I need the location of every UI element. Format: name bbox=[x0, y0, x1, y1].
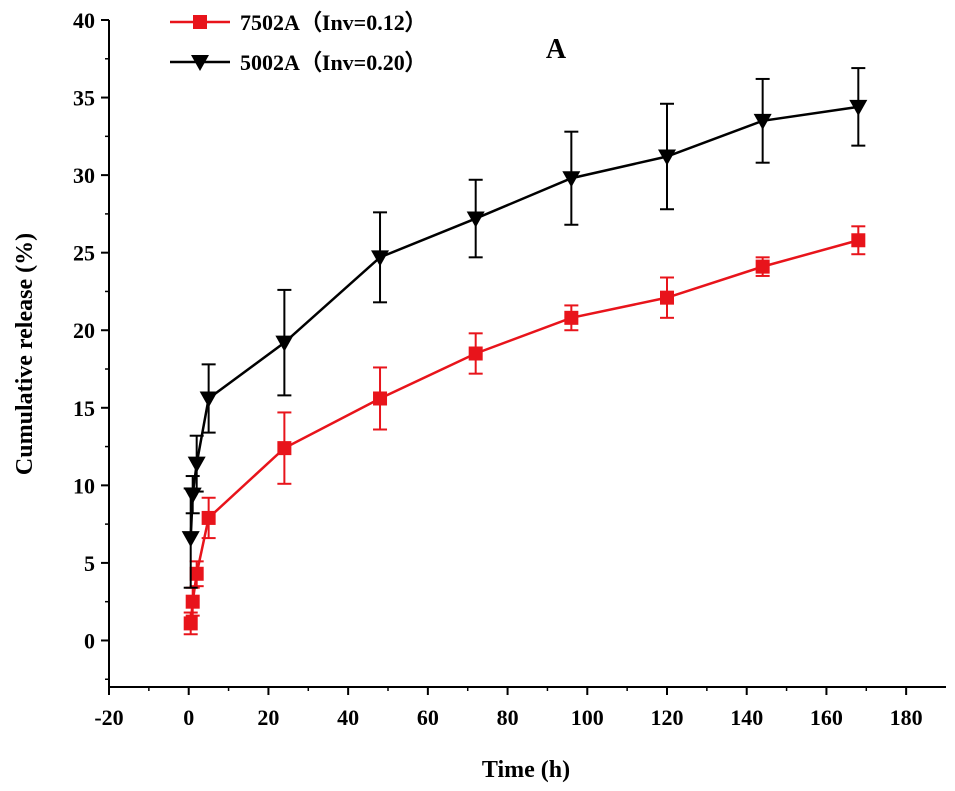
data-point bbox=[371, 250, 390, 267]
y-tick-label: 10 bbox=[73, 473, 95, 498]
x-tick-label: 0 bbox=[183, 705, 194, 730]
data-point bbox=[466, 211, 485, 228]
panel-label: A bbox=[546, 34, 567, 65]
series-2 bbox=[181, 67, 868, 589]
data-point bbox=[183, 616, 198, 631]
y-tick-label: 35 bbox=[73, 86, 95, 111]
data-point bbox=[275, 335, 294, 352]
x-tick-label: 160 bbox=[810, 705, 843, 730]
data-point bbox=[564, 310, 579, 325]
y-tick-label: 25 bbox=[73, 241, 95, 266]
y-tick-label: 0 bbox=[84, 628, 95, 653]
x-tick-label: 40 bbox=[337, 705, 359, 730]
x-tick-label: 180 bbox=[890, 705, 923, 730]
data-point bbox=[181, 531, 200, 548]
data-point bbox=[849, 99, 868, 116]
x-axis-title: Time (h) bbox=[482, 757, 570, 783]
legend: 7502A（Inv=0.12） 5002A（Inv=0.20） bbox=[170, 10, 427, 75]
data-point bbox=[658, 149, 676, 166]
series-layer bbox=[181, 67, 868, 636]
x-tick-label: 20 bbox=[257, 705, 279, 730]
data-point bbox=[277, 441, 292, 456]
y-axis-title: Cumulative release (%) bbox=[12, 233, 38, 475]
y-tick-label: 20 bbox=[73, 318, 95, 343]
y-tick-label: 15 bbox=[73, 396, 95, 421]
data-point bbox=[660, 290, 674, 305]
x-tick-label: 140 bbox=[730, 705, 763, 730]
y-ticks: 0 5 10 15 20 25 30 35 40 bbox=[73, 8, 109, 680]
data-point bbox=[468, 346, 483, 361]
x-tick-label: -20 bbox=[94, 705, 123, 730]
y-tick-label: 5 bbox=[84, 551, 95, 576]
legend-label-5002a: 5002A（Inv=0.20） bbox=[240, 50, 427, 75]
data-point bbox=[851, 233, 866, 248]
legend-label-7502a: 7502A（Inv=0.12） bbox=[240, 10, 427, 35]
data-point bbox=[185, 594, 200, 609]
data-point bbox=[755, 259, 770, 274]
x-tick-label: 60 bbox=[417, 705, 439, 730]
data-point bbox=[562, 171, 581, 188]
data-point bbox=[189, 566, 204, 581]
y-tick-label: 30 bbox=[73, 163, 95, 188]
y-tick-label: 40 bbox=[73, 8, 95, 33]
data-point bbox=[199, 391, 218, 408]
x-tick-label: 120 bbox=[651, 705, 684, 730]
series-line bbox=[189, 239, 859, 624]
legend-marker-5002a bbox=[191, 55, 209, 71]
data-point bbox=[183, 487, 202, 504]
series-line bbox=[189, 105, 859, 539]
data-point bbox=[753, 113, 772, 130]
data-point bbox=[373, 391, 388, 406]
x-tick-label: 100 bbox=[571, 705, 604, 730]
data-point bbox=[201, 510, 216, 525]
data-point bbox=[187, 456, 206, 473]
legend-marker-7502a bbox=[193, 15, 207, 29]
x-tick-label: 80 bbox=[497, 705, 519, 730]
series-1 bbox=[183, 225, 866, 636]
x-ticks: -20 0 20 40 60 80 100 120 140 160 180 bbox=[94, 687, 923, 730]
